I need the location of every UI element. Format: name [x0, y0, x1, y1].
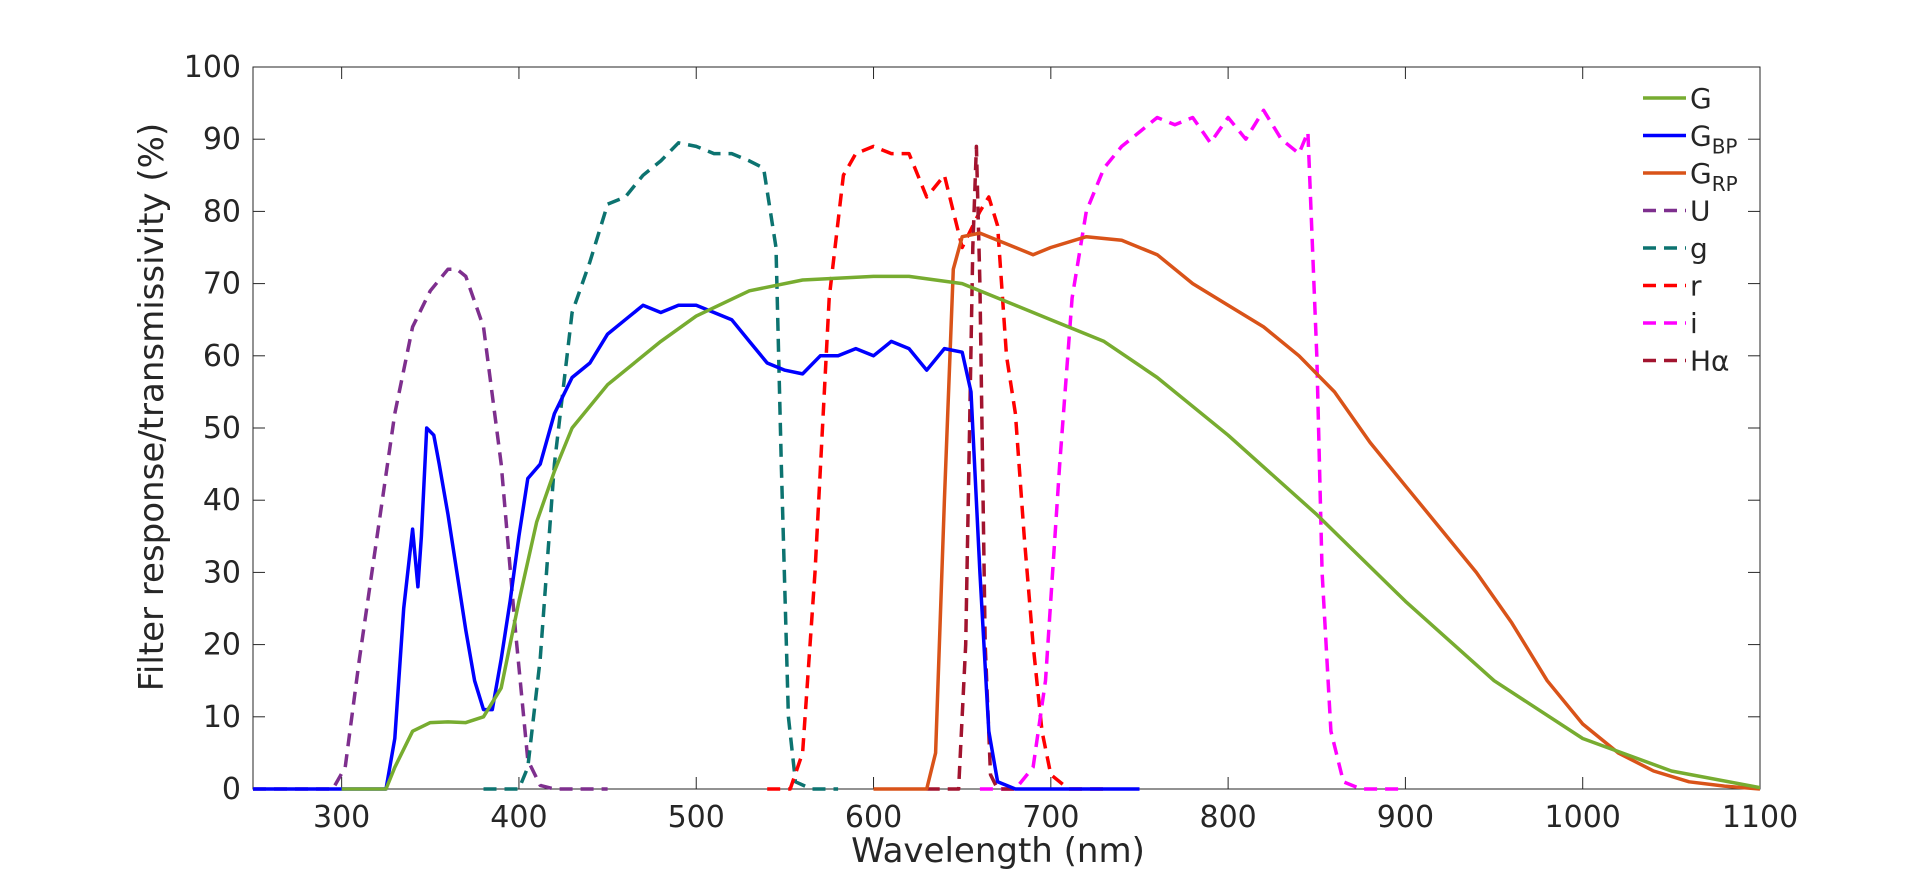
series-line-u — [253, 267, 608, 791]
y-axis-label: Filter response/transmissivity (%) — [132, 123, 172, 691]
legend-label-u: U — [1690, 195, 1711, 228]
y-tick-label: 60 — [203, 339, 241, 374]
y-tick-label: 20 — [203, 628, 241, 663]
legend-label-i: i — [1690, 307, 1698, 340]
series-lines — [253, 108, 1760, 791]
legend-label-gbp: GBP — [1690, 120, 1737, 159]
x-tick-label: 900 — [1377, 800, 1434, 835]
legend-label-subscript: RP — [1712, 172, 1738, 196]
legend-label-ha: Hα — [1690, 345, 1730, 378]
legend-label-main: g — [1690, 232, 1708, 265]
legend-label-main: i — [1690, 307, 1698, 340]
x-tick-label: 1000 — [1545, 800, 1621, 835]
y-tick-label: 50 — [203, 411, 241, 446]
x-tick-label: 700 — [1022, 800, 1079, 835]
plot-frame — [252, 66, 1761, 790]
legend-label-g: g — [1690, 232, 1708, 265]
legend-label-g: G — [1690, 82, 1712, 115]
x-tick-label: 300 — [313, 800, 370, 835]
y-tick-label: 30 — [203, 555, 241, 590]
y-tick-label: 40 — [203, 483, 241, 518]
legend-label-grp: GRP — [1690, 157, 1738, 196]
x-axis-label: Wavelength (nm) — [851, 831, 1145, 871]
legend-label-main: r — [1690, 270, 1702, 303]
legend-label-r: r — [1690, 270, 1702, 303]
legend-label-main: G — [1690, 120, 1712, 153]
series-line-g — [341, 274, 1760, 791]
y-tick-label: 0 — [222, 772, 241, 807]
x-tick-label: 400 — [490, 800, 547, 835]
legend-label-main: Hα — [1690, 345, 1730, 378]
y-tick-label: 70 — [203, 267, 241, 302]
x-tick-label: 1100 — [1722, 800, 1798, 835]
x-tick-label: 600 — [845, 800, 902, 835]
y-tick-label: 10 — [203, 700, 241, 735]
x-tick-label: 500 — [668, 800, 725, 835]
y-tick-label: 100 — [184, 50, 241, 85]
y-tick-label: 80 — [203, 194, 241, 229]
x-tick-label: 800 — [1199, 800, 1256, 835]
series-line-g — [483, 141, 839, 791]
legend-label-main: G — [1690, 157, 1712, 190]
legend-label-main: U — [1690, 195, 1711, 228]
y-tick-label: 90 — [203, 122, 241, 157]
legend-label-subscript: BP — [1712, 135, 1738, 159]
series-line-ha — [926, 144, 1016, 791]
series-line-gbp — [253, 303, 1140, 791]
series-line-i — [979, 108, 1406, 791]
legend-label-main: G — [1690, 82, 1712, 115]
series-line-r — [767, 144, 1104, 791]
series-line-grp — [873, 231, 1760, 791]
